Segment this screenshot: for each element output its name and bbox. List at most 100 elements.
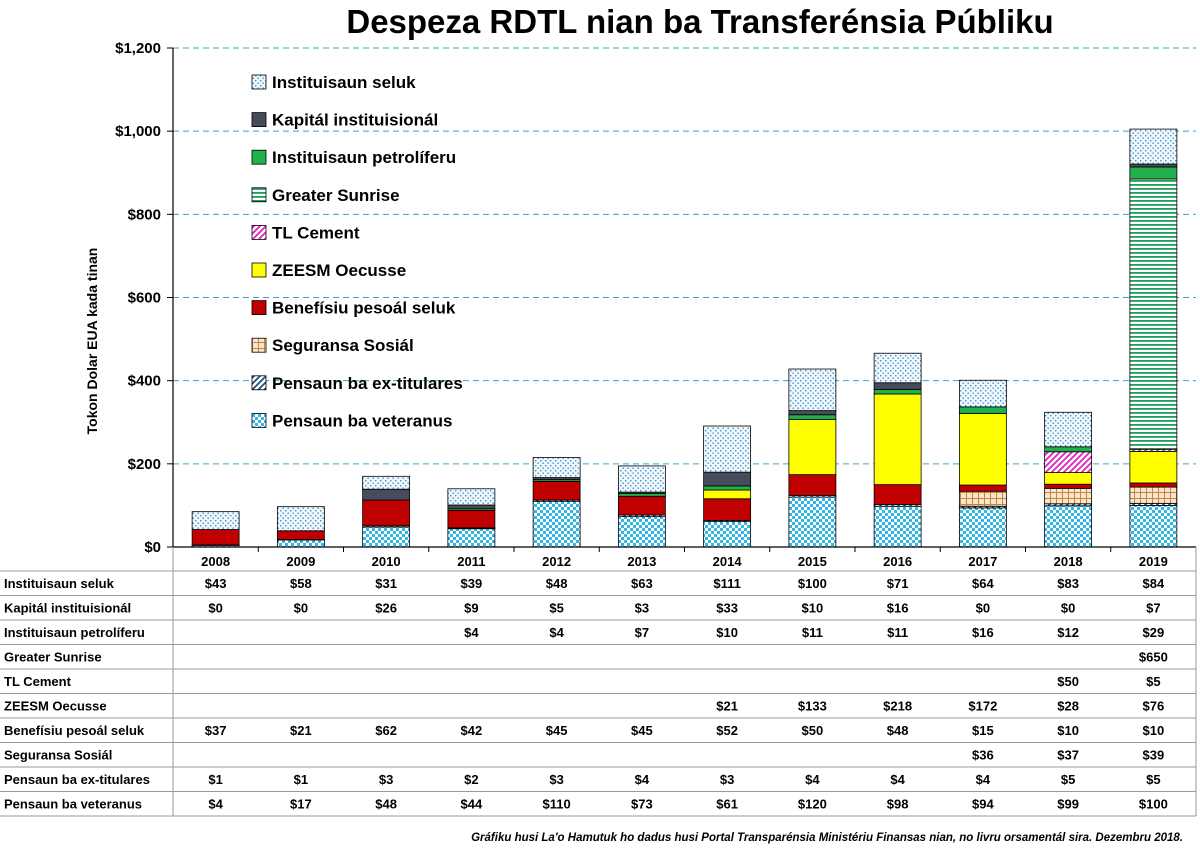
table-row-label: Greater Sunrise	[4, 650, 102, 665]
table-cell: $10	[1143, 723, 1165, 738]
table-row-instituisaun-seluk: Instituisaun seluk$43$58$31$39$48$63$111…	[4, 576, 1165, 591]
bar-stack-2011	[448, 489, 495, 547]
table-cell: $5	[1146, 674, 1160, 689]
table-cell: $3	[720, 772, 734, 787]
legend-swatch	[252, 376, 266, 390]
table-cell: $111	[713, 576, 741, 591]
table-cell: $64	[972, 576, 994, 591]
table-cell: $58	[290, 576, 312, 591]
table-cell: $3	[379, 772, 393, 787]
table-cell: $39	[461, 576, 483, 591]
bar-seguransa-sosial-2017	[959, 491, 1006, 506]
table-cell: $21	[716, 699, 738, 714]
x-tick-label: 2018	[1054, 554, 1083, 569]
bar-pensaun-ba-veteranus-2018	[1045, 506, 1092, 547]
legend-label: Seguransa Sosiál	[272, 336, 414, 355]
bar-stack-2019	[1130, 129, 1177, 547]
x-tick-label: 2013	[627, 554, 656, 569]
table-cell: $15	[972, 723, 994, 738]
table-cell: $1	[208, 772, 222, 787]
bar-pensaun-ba-veteranus-2013	[618, 517, 665, 547]
y-tick-label: $1,200	[115, 40, 161, 57]
table-cell: $100	[1139, 797, 1168, 812]
bar-instituisaun-seluk-2012	[533, 458, 580, 478]
bar-pensaun-ba-veteranus-2011	[448, 529, 495, 547]
x-tick-label: 2015	[798, 554, 827, 569]
table-row-greater-sunrise: Greater Sunrise $650	[4, 650, 1168, 665]
bar-instituisaun-seluk-2019	[1130, 129, 1177, 164]
table-cell: $76	[1143, 699, 1165, 714]
bar-stack-2014	[704, 426, 751, 547]
bar-benefisiu-pesoal-seluk-2014	[704, 499, 751, 521]
legend-item-seguransa-sosial: Seguransa Sosiál	[252, 336, 414, 355]
bar-instituisaun-seluk-2009	[277, 507, 324, 531]
table-cell: $4	[890, 772, 905, 787]
bar-stack-2008	[192, 512, 239, 547]
bar-pensaun-ba-veteranus-2014	[704, 522, 751, 547]
bar-seguransa-sosial-2018	[1045, 488, 1092, 503]
table-cell: $11	[887, 625, 908, 640]
x-tick-label: 2014	[713, 554, 743, 569]
table-row-pensaun-ba-veteranus: Pensaun ba veteranus$4$17$48$44$110$73$6…	[4, 797, 1168, 812]
table-cell: $133	[798, 699, 827, 714]
data-table: Instituisaun seluk$43$58$31$39$48$63$111…	[0, 547, 1196, 816]
bar-benefisiu-pesoal-seluk-2017	[959, 485, 1006, 491]
table-row-kapital-instituisional: Kapitál instituisionál$0$0$26$9$5$3$33$1…	[4, 601, 1161, 616]
bar-instituisaun-petroliferu-2018	[1045, 447, 1092, 452]
table-cell: $650	[1139, 650, 1168, 665]
x-tick-label: 2010	[372, 554, 401, 569]
bar-benefisiu-pesoal-seluk-2009	[277, 531, 324, 540]
bar-stack-2012	[533, 458, 580, 547]
table-row-zeesm-oecusse: ZEESM Oecusse$21$133$218$172$28$76	[4, 699, 1164, 714]
table-cell: $48	[546, 576, 568, 591]
legend-swatch	[252, 113, 266, 127]
table-row-seguransa-sosial: Seguransa Sosiál$36$37$39	[4, 748, 1164, 763]
table-cell: $7	[635, 625, 649, 640]
bar-zeesm-oecusse-2015	[789, 419, 836, 474]
table-row-label: Benefísiu pesoál seluk	[4, 723, 145, 738]
y-tick-label: $600	[128, 290, 161, 307]
table-cell: $83	[1057, 576, 1079, 591]
legend-item-benefisiu-pesoal-seluk: Benefísiu pesoál seluk	[252, 299, 456, 318]
table-cell: $218	[883, 699, 912, 714]
table-cell: $5	[1146, 772, 1160, 787]
table-cell: $28	[1057, 699, 1079, 714]
bar-kapital-instituisional-2019	[1130, 164, 1177, 167]
bar-stack-2018	[1045, 412, 1092, 547]
table-cell: $43	[205, 576, 227, 591]
table-cell: $4	[635, 772, 650, 787]
table-row-tl-cement: TL Cement$50$5	[4, 674, 1161, 689]
legend-label: Pensaun ba veteranus	[272, 411, 452, 430]
table-cell: $10	[802, 601, 824, 616]
table-cell: $29	[1143, 625, 1165, 640]
table-cell: $11	[802, 625, 823, 640]
bar-benefisiu-pesoal-seluk-2011	[448, 510, 495, 527]
bar-instituisaun-petroliferu-2013	[618, 493, 665, 496]
x-tick-label: 2011	[457, 554, 485, 569]
table-cell: $45	[631, 723, 653, 738]
table-cell: $98	[887, 797, 909, 812]
x-tick-label: 2008	[201, 554, 230, 569]
legend-swatch	[252, 225, 266, 239]
bar-pensaun-ba-veteranus-2010	[363, 527, 410, 547]
table-cell: $33	[716, 601, 738, 616]
bar-instituisaun-seluk-2008	[192, 512, 239, 530]
bar-instituisaun-seluk-2011	[448, 489, 495, 505]
legend-item-instituisaun-petroliferu: Instituisaun petrolíferu	[252, 148, 456, 167]
legend-item-kapital-instituisional: Kapitál instituisionál	[252, 111, 438, 130]
legend-label: Greater Sunrise	[272, 186, 400, 205]
bar-instituisaun-seluk-2016	[874, 353, 921, 383]
bar-pensaun-ba-veteranus-2009	[277, 540, 324, 547]
table-cell: $44	[461, 797, 483, 812]
bar-instituisaun-petroliferu-2014	[704, 486, 751, 490]
bar-stack-2015	[789, 369, 836, 547]
bar-stack-2010	[363, 476, 410, 547]
table-cell: $4	[208, 797, 223, 812]
table-cell: $0	[1061, 601, 1075, 616]
y-tick-label: $800	[128, 206, 161, 223]
legend-swatch	[252, 263, 266, 277]
bar-instituisaun-seluk-2017	[959, 380, 1006, 407]
table-cell: $36	[972, 748, 994, 763]
table-row-label: Instituisaun seluk	[4, 576, 115, 591]
